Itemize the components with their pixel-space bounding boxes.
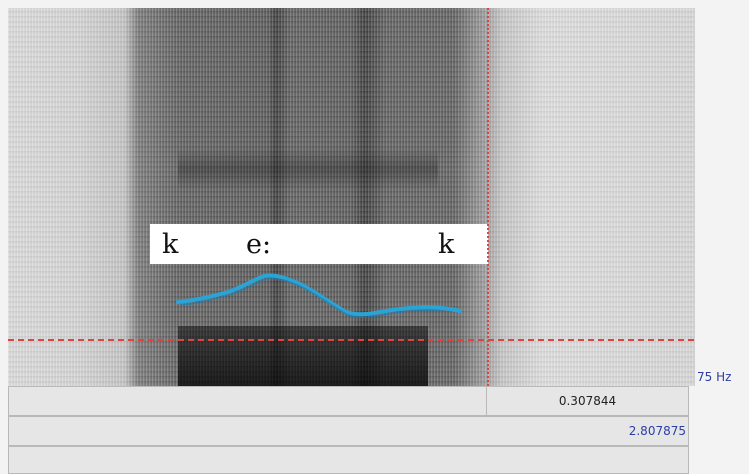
segment-label-vowel: e:	[246, 229, 272, 260]
selection-duration-bar[interactable]: 0.307844	[486, 386, 689, 416]
voicing-bar	[178, 326, 428, 386]
visible-part-bar[interactable]: 2.807875	[8, 416, 689, 446]
formant-band	[178, 148, 438, 190]
segment-label-box: k e: k	[150, 224, 488, 264]
pitch-floor-label: 75 Hz	[697, 370, 732, 384]
selection-left-bar[interactable]	[8, 386, 487, 416]
time-cursor[interactable]	[487, 8, 489, 386]
pitch-contour-line-shadow	[179, 277, 445, 318]
segment-label-k-final: k	[438, 229, 455, 260]
pitch-contour	[176, 273, 462, 318]
pitch-floor-cursor[interactable]	[8, 339, 694, 341]
spectrogram-panel[interactable]: k e: k	[8, 8, 695, 386]
spectrogram-image	[8, 8, 694, 386]
pitch-contour-line	[176, 273, 462, 317]
segment-label-k-initial: k	[162, 229, 179, 260]
selection-duration-value: 0.307844	[558, 394, 617, 408]
total-duration-value: 2.807875	[628, 424, 686, 438]
total-duration-bar[interactable]	[8, 446, 689, 474]
